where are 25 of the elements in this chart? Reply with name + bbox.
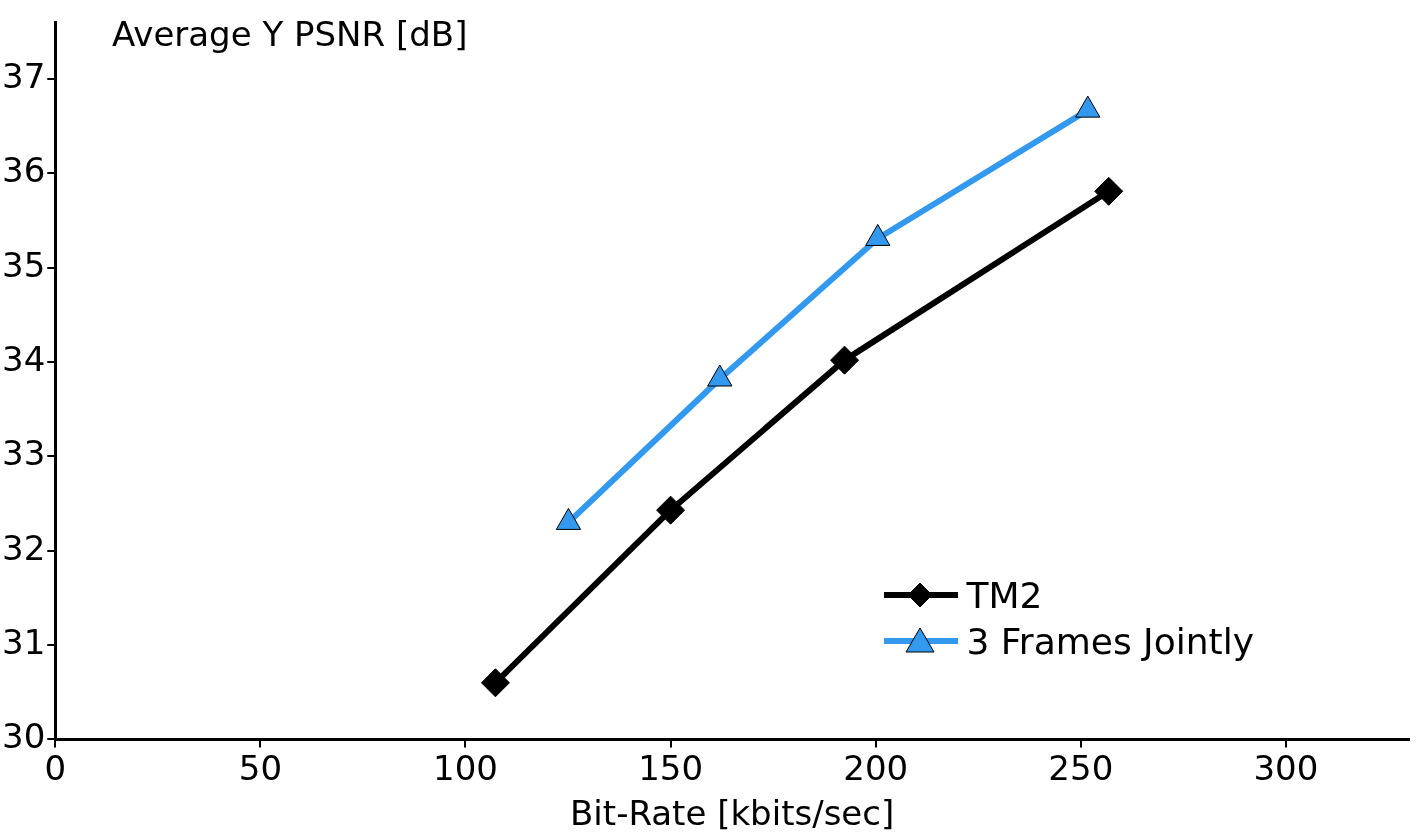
y-tick-label: 36: [2, 150, 46, 191]
x-tick-label: 50: [238, 747, 283, 788]
x-tick-label: 250: [1048, 747, 1114, 788]
point: [656, 495, 686, 525]
point: [830, 345, 860, 375]
y-axis-title: Average Y PSNR [dB]: [112, 14, 468, 54]
y-tick-label: 31: [2, 621, 46, 662]
point: [480, 668, 510, 698]
point: [865, 223, 891, 246]
y-tick-label: 34: [2, 338, 46, 379]
x-tick-label: 0: [44, 747, 67, 788]
x-axis-title: Bit-Rate [kbits/sec]: [570, 793, 895, 834]
legend-label: TM2: [966, 574, 1043, 616]
legend-label: 3 Frames Jointly: [966, 620, 1254, 662]
y-tick-label: 33: [2, 433, 46, 474]
x-tick-label: 300: [1253, 747, 1319, 788]
y-tick-label: 35: [2, 244, 46, 285]
point: [707, 364, 733, 387]
x-tick-label: 150: [638, 747, 704, 788]
x-tick-label: 100: [433, 747, 498, 788]
y-tick-label: 32: [2, 527, 46, 568]
x-tick-label: 200: [843, 747, 909, 788]
point: [1075, 95, 1101, 118]
y-tick-label: 30: [2, 716, 46, 757]
y-tick-label: 37: [2, 55, 46, 96]
